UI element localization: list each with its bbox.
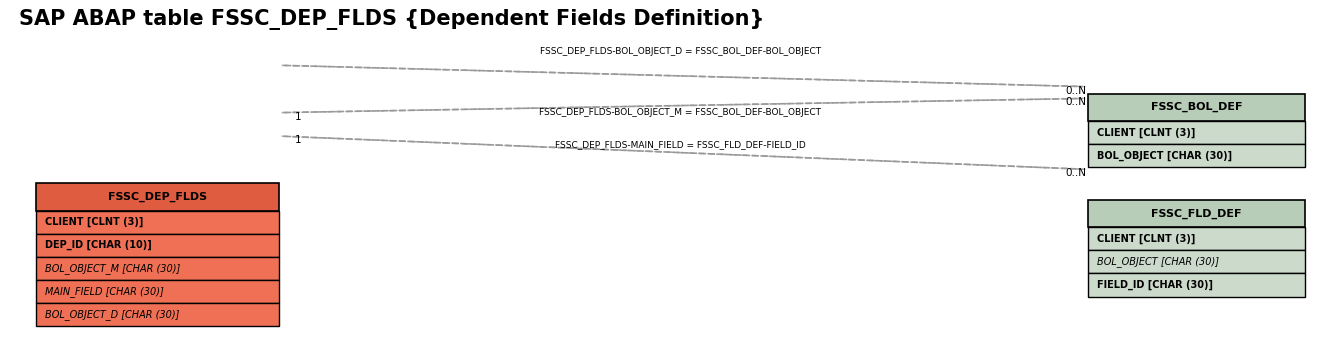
Text: CLIENT [CLNT (3)]: CLIENT [CLNT (3)] bbox=[1098, 127, 1196, 138]
FancyBboxPatch shape bbox=[1089, 121, 1305, 144]
FancyBboxPatch shape bbox=[36, 184, 279, 211]
Text: DEP_ID [CHAR (10)]: DEP_ID [CHAR (10)] bbox=[45, 240, 152, 250]
FancyBboxPatch shape bbox=[1089, 144, 1305, 167]
FancyBboxPatch shape bbox=[1089, 200, 1305, 227]
FancyBboxPatch shape bbox=[36, 303, 279, 326]
FancyBboxPatch shape bbox=[1089, 227, 1305, 250]
Text: MAIN_FIELD [CHAR (30)]: MAIN_FIELD [CHAR (30)] bbox=[45, 286, 164, 297]
FancyBboxPatch shape bbox=[1089, 250, 1305, 273]
Text: 0..N: 0..N bbox=[1066, 97, 1087, 107]
Text: FIELD_ID [CHAR (30)]: FIELD_ID [CHAR (30)] bbox=[1098, 280, 1213, 290]
Text: 1: 1 bbox=[295, 135, 301, 145]
Text: FSSC_DEP_FLDS-MAIN_FIELD = FSSC_FLD_DEF-FIELD_ID: FSSC_DEP_FLDS-MAIN_FIELD = FSSC_FLD_DEF-… bbox=[555, 140, 806, 149]
Text: SAP ABAP table FSSC_DEP_FLDS {Dependent Fields Definition}: SAP ABAP table FSSC_DEP_FLDS {Dependent … bbox=[18, 9, 764, 30]
FancyBboxPatch shape bbox=[36, 234, 279, 257]
FancyBboxPatch shape bbox=[1089, 273, 1305, 296]
Text: BOL_OBJECT [CHAR (30)]: BOL_OBJECT [CHAR (30)] bbox=[1098, 257, 1219, 267]
Text: BOL_OBJECT_D [CHAR (30)]: BOL_OBJECT_D [CHAR (30)] bbox=[45, 309, 180, 320]
Text: CLIENT [CLNT (3)]: CLIENT [CLNT (3)] bbox=[45, 217, 143, 227]
Text: FSSC_DEP_FLDS: FSSC_DEP_FLDS bbox=[108, 192, 207, 202]
FancyBboxPatch shape bbox=[36, 257, 279, 280]
Text: FSSC_BOL_DEF: FSSC_BOL_DEF bbox=[1151, 102, 1242, 113]
Text: BOL_OBJECT_M [CHAR (30)]: BOL_OBJECT_M [CHAR (30)] bbox=[45, 263, 180, 274]
Text: FSSC_DEP_FLDS-BOL_OBJECT_D = FSSC_BOL_DEF-BOL_OBJECT: FSSC_DEP_FLDS-BOL_OBJECT_D = FSSC_BOL_DE… bbox=[540, 47, 820, 56]
Text: CLIENT [CLNT (3)]: CLIENT [CLNT (3)] bbox=[1098, 234, 1196, 244]
FancyBboxPatch shape bbox=[36, 280, 279, 303]
Text: FSSC_DEP_FLDS-BOL_OBJECT_M = FSSC_BOL_DEF-BOL_OBJECT: FSSC_DEP_FLDS-BOL_OBJECT_M = FSSC_BOL_DE… bbox=[539, 108, 822, 117]
Text: FSSC_FLD_DEF: FSSC_FLD_DEF bbox=[1152, 209, 1242, 219]
Text: 0..N: 0..N bbox=[1066, 168, 1087, 178]
FancyBboxPatch shape bbox=[36, 211, 279, 234]
Text: 0..N: 0..N bbox=[1066, 86, 1087, 96]
FancyBboxPatch shape bbox=[1089, 94, 1305, 121]
Text: BOL_OBJECT [CHAR (30)]: BOL_OBJECT [CHAR (30)] bbox=[1098, 150, 1232, 161]
Text: 1: 1 bbox=[295, 112, 301, 122]
